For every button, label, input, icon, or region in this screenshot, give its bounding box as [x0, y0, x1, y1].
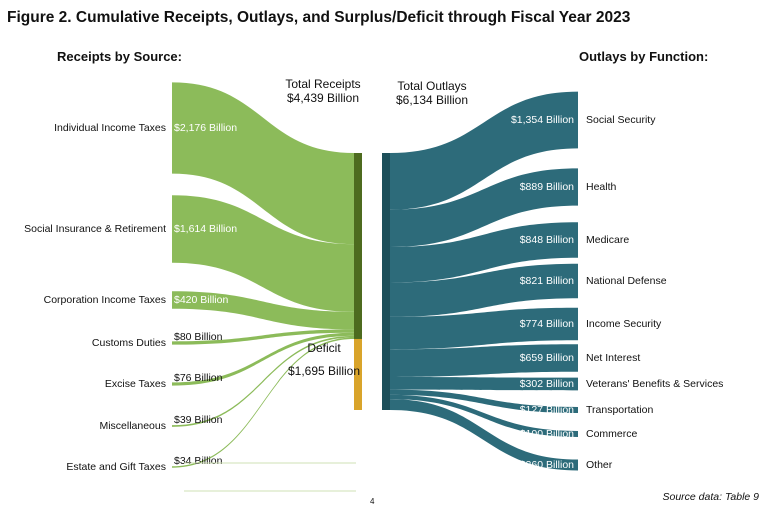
outlay-value-label-commerce: $100 Billion — [520, 428, 574, 440]
total-outlays-value: $6,134 Billion — [395, 93, 469, 107]
receipt-value-label-customs-duties: $80 Billion — [174, 331, 223, 343]
receipt-flow-miscellaneous — [172, 335, 354, 427]
outlay-function-label-health: Health — [586, 181, 617, 193]
outlay-flow-transportation — [390, 389, 578, 413]
outlay-value-label-veterans-benefits-services: $302 Billion — [520, 378, 574, 390]
outlay-function-label-medicare: Medicare — [586, 234, 629, 246]
page-number: 4 — [370, 497, 375, 506]
outlay-function-label-national-defense: National Defense — [586, 275, 667, 287]
deficit-label: Deficit $1,695 Billion — [272, 337, 376, 383]
outlay-flow-medicare — [390, 222, 578, 283]
receipt-source-label-miscellaneous: Miscellaneous — [99, 420, 166, 432]
outlay-value-label-other: $260 Billion — [520, 459, 574, 471]
receipt-value-label-individual-income-taxes: $2,176 Billion — [174, 122, 237, 134]
outlay-flow-other — [390, 399, 578, 471]
deficit-value: $1,695 Billion — [287, 364, 361, 378]
outlay-flow-health — [390, 168, 578, 247]
receipt-flow-social-insurance-retirement — [172, 195, 354, 312]
total-outlays-label: Total Outlays $6,134 Billion — [387, 79, 477, 107]
deficit-title: Deficit — [307, 341, 341, 355]
total-outlays-title: Total Outlays — [397, 79, 467, 93]
outlay-function-label-income-security: Income Security — [586, 318, 662, 330]
outlay-flow-net-interest — [390, 344, 578, 377]
receipt-source-label-customs-duties: Customs Duties — [92, 337, 166, 349]
receipt-flow-customs-duties — [172, 329, 354, 345]
deficit-bar — [354, 338, 362, 410]
receipt-value-label-excise-taxes: $76 Billion — [174, 372, 223, 384]
receipt-flow-estate-and-gift-taxes — [172, 337, 354, 468]
receipt-source-label-social-insurance-retirement: Social Insurance & Retirement — [24, 223, 166, 235]
outlay-flow-social-security — [390, 91, 578, 210]
outlay-value-label-net-interest: $659 Billion — [520, 352, 574, 364]
receipt-source-label-corporation-income-taxes: Corporation Income Taxes — [44, 294, 166, 306]
outlay-function-label-veterans-benefits-services: Veterans' Benefits & Services — [586, 378, 723, 390]
outlay-value-label-income-security: $774 Billion — [520, 318, 574, 330]
receipt-flow-corporation-income-taxes — [172, 291, 354, 330]
outlay-flow-veterans-benefits-services — [390, 376, 578, 391]
outlay-value-label-health: $889 Billion — [520, 181, 574, 193]
total-receipts-value: $4,439 Billion — [286, 91, 360, 105]
receipt-value-label-corporation-income-taxes: $420 Billion — [174, 294, 228, 306]
outlay-flow-national-defense — [390, 263, 578, 317]
outlay-value-label-medicare: $848 Billion — [520, 234, 574, 246]
outlay-function-label-other: Other — [586, 459, 613, 471]
receipt-flow-excise-taxes — [172, 332, 354, 386]
outlay-flow-commerce — [390, 394, 578, 437]
receipt-flow-individual-income-taxes — [172, 82, 354, 245]
outlay-function-label-social-security: Social Security — [586, 114, 656, 126]
outlay-function-label-transportation: Transportation — [586, 404, 653, 416]
receipts-heading: Receipts by Source: — [57, 49, 182, 64]
total-receipts-title: Total Receipts — [285, 77, 361, 91]
receipt-source-label-excise-taxes: Excise Taxes — [105, 378, 166, 390]
receipts-total-bar — [354, 153, 362, 339]
outlay-function-label-commerce: Commerce — [586, 428, 638, 440]
receipt-source-label-estate-and-gift-taxes: Estate and Gift Taxes — [66, 461, 166, 473]
outlays-total-bar — [382, 153, 390, 410]
outlay-flow-income-security — [390, 307, 578, 350]
receipt-value-label-miscellaneous: $39 Billion — [174, 414, 223, 426]
outlay-function-label-net-interest: Net Interest — [586, 352, 640, 364]
figure-title: Figure 2. Cumulative Receipts, Outlays, … — [7, 9, 631, 26]
receipt-value-label-estate-and-gift-taxes: $34 Billion — [174, 455, 223, 467]
outlay-value-label-national-defense: $821 Billion — [520, 275, 574, 287]
receipt-source-label-individual-income-taxes: Individual Income Taxes — [54, 122, 166, 134]
outlay-value-label-social-security: $1,354 Billion — [511, 114, 574, 126]
total-receipts-label: Total Receipts $4,439 Billion — [262, 77, 384, 105]
source-note: Source data: Table 9 — [662, 491, 759, 503]
receipt-value-label-social-insurance-retirement: $1,614 Billion — [174, 223, 237, 235]
outlay-value-label-transportation: $127 Billion — [520, 404, 574, 416]
outlays-heading: Outlays by Function: — [579, 49, 709, 64]
